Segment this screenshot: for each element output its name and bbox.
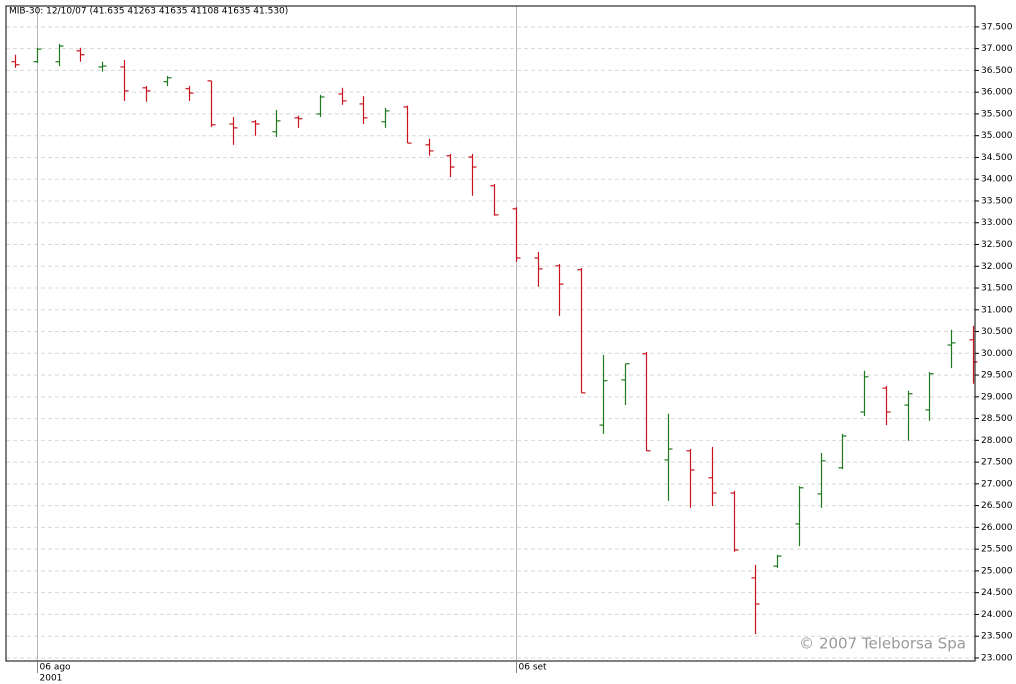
y-tick-label: 30.500 (981, 327, 1013, 337)
y-tick-label: 37.500 (981, 22, 1013, 32)
plot-frame (5, 5, 976, 662)
y-tick-label: 25.500 (981, 545, 1013, 555)
y-tick-label: 36.500 (981, 66, 1013, 76)
y-tick-label: 25.000 (981, 566, 1013, 576)
plot-area (6, 6, 975, 661)
y-tick-label: 29.500 (981, 371, 1013, 381)
y-tick-label: 33.000 (981, 218, 1013, 228)
y-tick-label: 36.000 (981, 88, 1013, 98)
y-tick-label: 34.000 (981, 175, 1013, 185)
y-tick-label: 24.500 (981, 588, 1013, 598)
y-tick-label: 35.500 (981, 109, 1013, 119)
x-tick-label: 06 set (519, 663, 548, 673)
y-tick-label: 32.500 (981, 240, 1013, 250)
y-tick-label: 37.000 (981, 44, 1013, 54)
y-tick-label: 30.000 (981, 349, 1013, 359)
y-tick-label: 27.000 (981, 479, 1013, 489)
y-tick-label: 23.500 (981, 632, 1013, 642)
y-tick-label: 34.500 (981, 153, 1013, 163)
y-tick-label: 31.000 (981, 305, 1013, 315)
y-tick-label: 26.000 (981, 523, 1013, 533)
y-tick-label: 35.000 (981, 131, 1013, 141)
y-tick-label: 23.000 (981, 653, 1013, 663)
y-tick-label: 24.000 (981, 610, 1013, 620)
y-tick-label: 32.000 (981, 262, 1013, 272)
y-tick-label: 26.500 (981, 501, 1013, 511)
x-tick-label: 06 ago (40, 663, 72, 673)
year-label: 2001 (40, 674, 63, 684)
watermark: © 2007 Teleborsa Spa (799, 635, 966, 653)
y-tick-label: 31.500 (981, 284, 1013, 294)
y-tick-label: 28.000 (981, 436, 1013, 446)
y-tick-label: 29.000 (981, 392, 1013, 402)
y-tick-label: 28.500 (981, 414, 1013, 424)
y-tick-label: 33.500 (981, 196, 1013, 206)
chart-title: MIB-30: 12/10/07 (41.635 41263 41635 411… (9, 7, 288, 17)
y-tick-label: 27.500 (981, 458, 1013, 468)
